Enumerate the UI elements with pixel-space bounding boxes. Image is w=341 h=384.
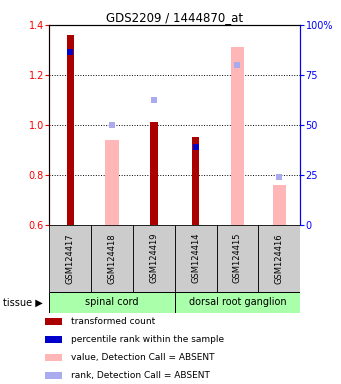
Text: GSM124414: GSM124414 bbox=[191, 233, 200, 283]
Text: tissue ▶: tissue ▶ bbox=[3, 297, 43, 308]
Bar bbox=[192, 137, 199, 225]
Text: GSM124417: GSM124417 bbox=[66, 233, 75, 283]
Bar bbox=[231, 47, 244, 225]
Text: transformed count: transformed count bbox=[71, 317, 155, 326]
Bar bbox=[272, 185, 286, 225]
Bar bbox=[49, 225, 91, 292]
Text: value, Detection Call = ABSENT: value, Detection Call = ABSENT bbox=[71, 353, 214, 362]
Text: percentile rank within the sample: percentile rank within the sample bbox=[71, 335, 224, 344]
Bar bbox=[45, 372, 62, 379]
Bar bbox=[175, 225, 217, 292]
Bar bbox=[175, 292, 300, 313]
Text: GSM124419: GSM124419 bbox=[149, 233, 158, 283]
Text: rank, Detection Call = ABSENT: rank, Detection Call = ABSENT bbox=[71, 371, 210, 380]
Bar bbox=[91, 225, 133, 292]
Title: GDS2209 / 1444870_at: GDS2209 / 1444870_at bbox=[106, 11, 243, 24]
Bar bbox=[66, 35, 74, 225]
Text: GSM124415: GSM124415 bbox=[233, 233, 242, 283]
Text: spinal cord: spinal cord bbox=[85, 297, 139, 308]
Bar bbox=[45, 336, 62, 343]
Text: dorsal root ganglion: dorsal root ganglion bbox=[189, 297, 286, 308]
Bar bbox=[45, 318, 62, 325]
Bar bbox=[133, 225, 175, 292]
Bar bbox=[45, 354, 62, 361]
Bar bbox=[49, 292, 175, 313]
Bar bbox=[217, 225, 258, 292]
Bar bbox=[150, 122, 158, 225]
Text: GSM124418: GSM124418 bbox=[108, 233, 117, 283]
Bar bbox=[258, 225, 300, 292]
Text: GSM124416: GSM124416 bbox=[275, 233, 284, 283]
Bar bbox=[105, 140, 119, 225]
